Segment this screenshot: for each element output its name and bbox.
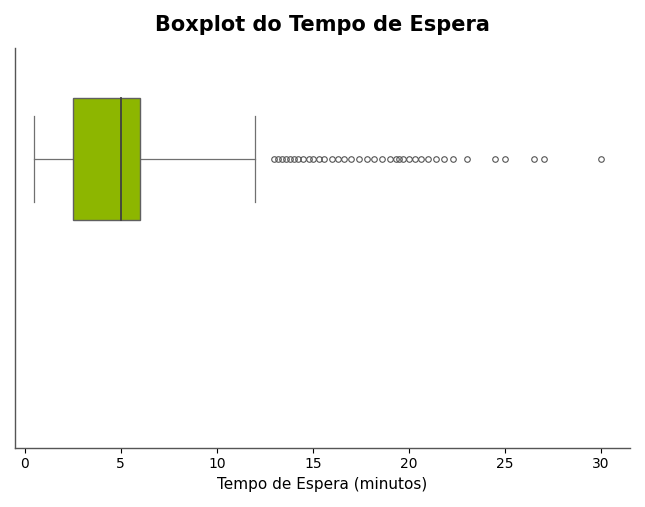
Bar (73, 98, 140, 220)
Title: Boxplot do Tempo de Espera: Boxplot do Tempo de Espera (155, 15, 490, 35)
X-axis label: Tempo de Espera (minutos): Tempo de Espera (minutos) (217, 477, 428, 492)
